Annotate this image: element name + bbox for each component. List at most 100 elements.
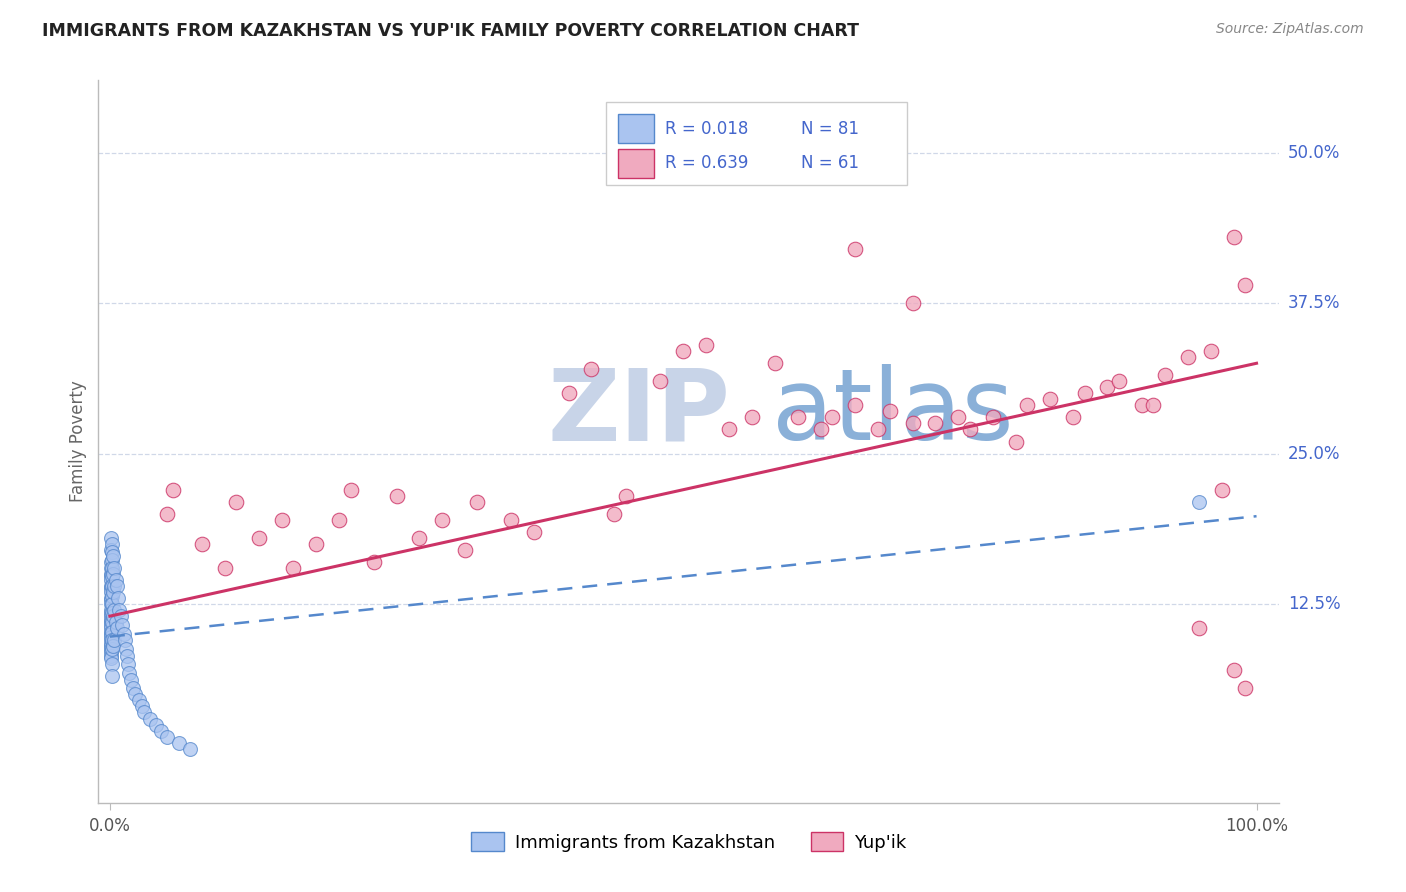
- Point: [100, 579, 122, 593]
- Point: [1234, 277, 1257, 292]
- Point: [924, 417, 946, 431]
- Point: [901, 296, 924, 310]
- Point: [112, 627, 135, 641]
- Point: [454, 542, 477, 557]
- Point: [100, 617, 122, 632]
- Point: [1062, 410, 1084, 425]
- Point: [100, 606, 122, 620]
- Point: [101, 579, 124, 593]
- Point: [114, 633, 136, 648]
- Point: [1222, 230, 1244, 244]
- Point: [100, 651, 122, 665]
- Point: [101, 633, 124, 648]
- FancyBboxPatch shape: [619, 114, 654, 143]
- Point: [1004, 434, 1026, 449]
- Point: [167, 735, 190, 749]
- Point: [614, 489, 637, 503]
- Point: [100, 603, 122, 617]
- Point: [104, 573, 127, 587]
- Point: [101, 615, 124, 630]
- Point: [1073, 386, 1095, 401]
- Point: [465, 494, 488, 508]
- Text: 12.5%: 12.5%: [1288, 595, 1340, 613]
- Point: [1222, 664, 1244, 678]
- Point: [101, 657, 124, 672]
- Point: [103, 639, 125, 653]
- Point: [101, 545, 124, 559]
- FancyBboxPatch shape: [606, 102, 907, 185]
- Point: [100, 609, 122, 624]
- Point: [1142, 398, 1164, 412]
- Point: [786, 410, 808, 425]
- Point: [101, 597, 124, 611]
- Point: [100, 639, 122, 653]
- Point: [901, 417, 924, 431]
- Legend: Immigrants from Kazakhstan, Yup'ik: Immigrants from Kazakhstan, Yup'ik: [464, 825, 914, 859]
- Point: [145, 717, 167, 731]
- Point: [100, 555, 122, 569]
- Point: [100, 645, 122, 659]
- Point: [1108, 375, 1130, 389]
- Point: [100, 573, 122, 587]
- Point: [100, 624, 122, 639]
- Point: [1177, 350, 1199, 364]
- Point: [214, 561, 236, 575]
- Point: [501, 513, 523, 527]
- Point: [100, 593, 122, 607]
- Point: [190, 537, 212, 551]
- Point: [603, 507, 626, 521]
- Point: [1130, 398, 1153, 412]
- Point: [115, 641, 138, 656]
- Point: [101, 561, 124, 575]
- Text: atlas: atlas: [772, 364, 1014, 461]
- Point: [101, 624, 124, 639]
- Point: [844, 242, 866, 256]
- Point: [103, 549, 125, 563]
- Point: [103, 579, 125, 593]
- Point: [100, 637, 122, 651]
- Point: [162, 483, 184, 497]
- Point: [139, 712, 162, 726]
- Point: [695, 338, 717, 352]
- Point: [328, 513, 350, 527]
- Point: [408, 531, 430, 545]
- Point: [128, 693, 150, 707]
- Point: [1039, 392, 1062, 407]
- Point: [879, 404, 901, 418]
- Text: N = 81: N = 81: [801, 120, 859, 137]
- Point: [111, 617, 134, 632]
- Point: [110, 609, 132, 624]
- Point: [672, 344, 695, 359]
- Point: [247, 531, 270, 545]
- Point: [107, 591, 129, 606]
- Point: [1153, 368, 1175, 383]
- Text: R = 0.639: R = 0.639: [665, 154, 748, 172]
- Point: [103, 633, 125, 648]
- Text: N = 61: N = 61: [801, 154, 859, 172]
- Point: [101, 641, 124, 656]
- Point: [101, 552, 124, 566]
- Point: [1234, 681, 1257, 696]
- Point: [100, 641, 122, 656]
- FancyBboxPatch shape: [619, 149, 654, 178]
- Text: IMMIGRANTS FROM KAZAKHSTAN VS YUP'IK FAMILY POVERTY CORRELATION CHART: IMMIGRANTS FROM KAZAKHSTAN VS YUP'IK FAM…: [42, 22, 859, 40]
- Point: [100, 591, 122, 606]
- Point: [150, 723, 173, 738]
- Point: [557, 386, 579, 401]
- Point: [100, 633, 122, 648]
- Point: [821, 410, 844, 425]
- Text: 50.0%: 50.0%: [1288, 144, 1340, 161]
- Point: [104, 615, 127, 630]
- Text: Source: ZipAtlas.com: Source: ZipAtlas.com: [1216, 22, 1364, 37]
- Point: [100, 542, 122, 557]
- Point: [1017, 398, 1039, 412]
- Point: [763, 356, 786, 370]
- Point: [339, 483, 361, 497]
- Point: [948, 410, 970, 425]
- Point: [1188, 494, 1211, 508]
- Y-axis label: Family Poverty: Family Poverty: [69, 381, 87, 502]
- Point: [117, 657, 139, 672]
- Point: [100, 621, 122, 635]
- Point: [844, 398, 866, 412]
- Point: [101, 589, 124, 603]
